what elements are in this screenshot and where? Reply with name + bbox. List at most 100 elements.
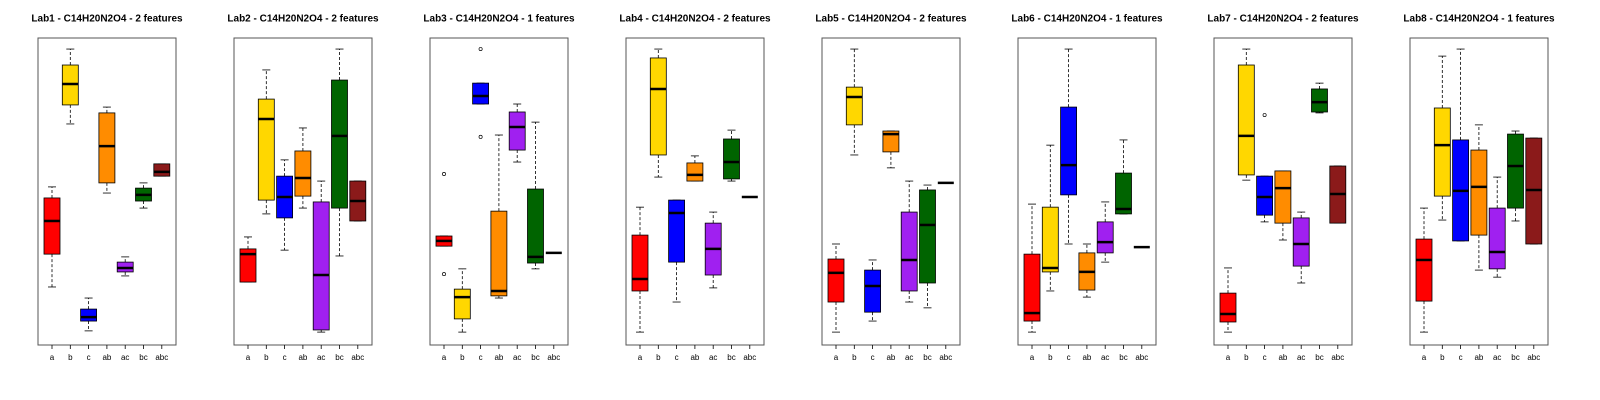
x-tick-label: abc bbox=[1135, 353, 1148, 362]
x-tick-label: abc bbox=[155, 353, 168, 362]
box bbox=[1292, 217, 1310, 267]
x-tick-label: ab bbox=[298, 353, 307, 362]
box bbox=[1311, 88, 1328, 113]
x-tick-label: bc bbox=[531, 353, 539, 362]
x-tick-label: b bbox=[264, 353, 269, 362]
x-tick-label: a bbox=[1030, 353, 1035, 362]
box bbox=[257, 98, 275, 201]
x-tick-label: a bbox=[246, 353, 251, 362]
box bbox=[882, 130, 900, 153]
box bbox=[919, 189, 936, 284]
box bbox=[1433, 107, 1451, 197]
x-tick-label: abc bbox=[547, 353, 560, 362]
x-tick-label: c bbox=[479, 353, 483, 362]
x-tick-label: c bbox=[675, 353, 679, 362]
box bbox=[1023, 253, 1041, 322]
box bbox=[508, 111, 526, 151]
x-tick-label: ac bbox=[121, 353, 129, 362]
panel-title: Lab1 - C14H20N2O4 - 2 features bbox=[31, 14, 183, 25]
panel-title: Lab6 - C14H20N2O4 - 1 features bbox=[1011, 14, 1163, 25]
panel-title: Lab2 - C14H20N2O4 - 2 features bbox=[227, 14, 379, 25]
x-tick-label: b bbox=[1244, 353, 1249, 362]
x-tick-label: abc bbox=[351, 353, 364, 362]
x-tick-label: a bbox=[638, 353, 643, 362]
x-tick-label: ac bbox=[709, 353, 717, 362]
x-tick-label: ab bbox=[1278, 353, 1287, 362]
x-tick-label: ab bbox=[886, 353, 895, 362]
box bbox=[312, 201, 330, 331]
x-tick-label: b bbox=[1440, 353, 1445, 362]
box bbox=[845, 86, 863, 126]
box bbox=[294, 150, 312, 197]
x-tick-label: ab bbox=[494, 353, 503, 362]
box bbox=[1256, 175, 1273, 216]
x-tick-label: ac bbox=[1101, 353, 1109, 362]
x-tick-label: c bbox=[1067, 353, 1071, 362]
x-tick-label: bc bbox=[1119, 353, 1127, 362]
x-tick-label: abc bbox=[1331, 353, 1344, 362]
x-tick-label: c bbox=[1263, 353, 1267, 362]
box bbox=[827, 258, 845, 303]
box bbox=[1507, 133, 1524, 209]
box bbox=[1041, 206, 1059, 273]
box bbox=[472, 82, 490, 105]
x-tick-label: b bbox=[852, 353, 857, 362]
box bbox=[1115, 172, 1132, 215]
box bbox=[239, 248, 257, 283]
x-tick-label: a bbox=[50, 353, 55, 362]
x-tick-label: bc bbox=[1511, 353, 1519, 362]
outlier bbox=[442, 272, 446, 277]
box bbox=[668, 199, 685, 263]
box bbox=[331, 79, 348, 209]
plot-frame bbox=[37, 37, 177, 346]
box bbox=[490, 210, 508, 297]
outlier bbox=[442, 172, 446, 176]
box bbox=[900, 211, 918, 292]
box bbox=[80, 308, 97, 322]
x-tick-label: ac bbox=[905, 353, 913, 362]
panel-title: Lab3 - C14H20N2O4 - 1 features bbox=[423, 14, 575, 25]
box bbox=[1219, 292, 1237, 323]
box bbox=[98, 112, 116, 184]
plot-frame bbox=[625, 37, 765, 346]
box bbox=[1060, 106, 1077, 196]
x-tick-label: c bbox=[871, 353, 875, 362]
box bbox=[649, 57, 667, 156]
x-tick-label: abc bbox=[1527, 353, 1540, 362]
panel-title: Lab7 - C14H20N2O4 - 2 features bbox=[1207, 14, 1359, 25]
x-tick-label: ab bbox=[690, 353, 699, 362]
x-tick-label: a bbox=[834, 353, 839, 362]
box bbox=[1096, 221, 1114, 254]
x-tick-label: ac bbox=[317, 353, 325, 362]
x-tick-label: bc bbox=[1315, 353, 1323, 362]
box bbox=[527, 188, 544, 264]
x-tick-label: b bbox=[656, 353, 661, 362]
x-tick-label: c bbox=[87, 353, 91, 362]
x-tick-label: a bbox=[1226, 353, 1231, 362]
x-tick-label: ab bbox=[1474, 353, 1483, 362]
box bbox=[153, 163, 171, 177]
panel-title: Lab5 - C14H20N2O4 - 2 features bbox=[815, 14, 967, 25]
x-tick-label: ac bbox=[1297, 353, 1305, 362]
box bbox=[1274, 170, 1292, 224]
outlier bbox=[478, 47, 483, 52]
box bbox=[864, 269, 881, 313]
x-tick-label: c bbox=[1459, 353, 1463, 362]
box bbox=[453, 288, 471, 320]
plot-frame bbox=[429, 37, 569, 346]
box bbox=[723, 138, 740, 180]
x-tick-label: a bbox=[442, 353, 447, 362]
x-tick-label: bc bbox=[139, 353, 147, 362]
box bbox=[1415, 238, 1433, 302]
x-tick-label: b bbox=[460, 353, 465, 362]
x-tick-label: abc bbox=[743, 353, 756, 362]
x-tick-label: bc bbox=[335, 353, 343, 362]
box bbox=[1470, 149, 1488, 236]
x-tick-label: ab bbox=[102, 353, 111, 362]
panel-title: Lab8 - C14H20N2O4 - 1 features bbox=[1403, 14, 1555, 25]
outlier bbox=[1262, 113, 1267, 118]
x-tick-label: ac bbox=[513, 353, 521, 362]
x-tick-label: bc bbox=[727, 353, 735, 362]
panel-title: Lab4 - C14H20N2O4 - 2 features bbox=[619, 14, 771, 25]
